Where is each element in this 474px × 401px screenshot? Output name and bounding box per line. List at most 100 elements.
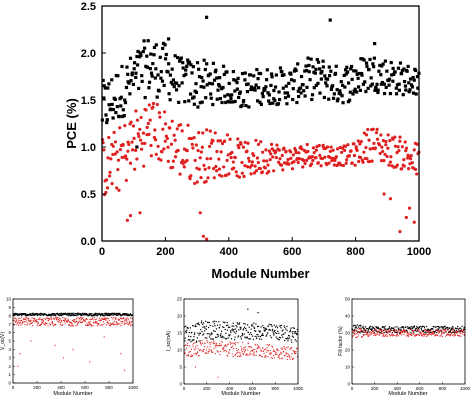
data-point-circle: [427, 330, 429, 332]
data-point-square: [59, 313, 61, 315]
data-point-square: [68, 313, 70, 316]
data-point-circle: [223, 139, 227, 143]
data-point-square: [219, 334, 221, 336]
data-point-square: [362, 327, 364, 329]
data-point-square: [388, 92, 393, 96]
data-point-circle: [290, 356, 292, 358]
data-point-circle: [427, 334, 429, 336]
data-point-circle: [393, 135, 397, 139]
data-point-square: [193, 339, 195, 341]
data-point-square: [112, 314, 114, 316]
data-point-square: [444, 326, 446, 328]
x-tick-label: 400: [393, 386, 401, 391]
data-point-square: [266, 334, 268, 336]
data-point-square: [410, 85, 415, 89]
data-point-circle: [102, 148, 106, 152]
data-point-square: [234, 339, 236, 341]
data-point-circle: [185, 158, 189, 163]
data-point-circle: [230, 150, 234, 155]
data-point-square: [278, 332, 280, 334]
data-point-circle: [443, 331, 445, 333]
data-point-square: [390, 328, 392, 330]
data-point-square: [25, 315, 28, 317]
data-point-circle: [303, 161, 307, 166]
data-point-square: [369, 76, 373, 80]
data-point-square: [81, 314, 83, 317]
data-point-circle: [267, 356, 269, 358]
data-point-square: [154, 67, 158, 71]
data-point-circle: [382, 332, 384, 334]
data-point-square: [367, 331, 369, 333]
data-point-square: [415, 75, 420, 79]
data-point-circle: [381, 330, 383, 332]
data-point-circle: [387, 163, 391, 167]
data-point-square: [143, 95, 147, 100]
data-point-circle: [373, 329, 376, 331]
data-point-circle: [208, 350, 211, 352]
data-point-circle: [138, 127, 142, 131]
data-point-square: [274, 332, 276, 334]
data-point-circle: [404, 149, 408, 153]
data-point-square: [242, 334, 244, 336]
data-point-square: [363, 327, 365, 329]
data-point-square: [203, 67, 207, 72]
data-point-square: [314, 83, 318, 88]
data-point-circle: [214, 164, 218, 169]
data-point-circle: [156, 144, 160, 148]
data-point-square: [243, 71, 247, 75]
data-point-square: [234, 328, 237, 330]
data-point-square: [459, 327, 461, 329]
data-point-square: [90, 313, 93, 315]
data-point-square: [414, 68, 418, 73]
data-point-square: [83, 314, 85, 316]
data-point-square: [307, 70, 311, 74]
data-point-circle: [368, 332, 370, 334]
data-point-square: [409, 83, 414, 87]
data-point-square: [32, 314, 34, 316]
data-point-circle: [224, 173, 228, 177]
data-point-circle: [89, 318, 91, 320]
data-point-circle: [198, 355, 200, 357]
data-point-square: [253, 327, 255, 329]
data-point-square: [239, 326, 241, 328]
data-point-circle: [46, 322, 48, 325]
data-point-circle: [19, 353, 21, 355]
data-point-square: [191, 65, 195, 69]
data-point-circle: [277, 349, 280, 352]
data-point-square: [254, 335, 256, 338]
data-point-square: [294, 332, 296, 334]
data-point-circle: [48, 320, 50, 322]
data-point-circle: [395, 335, 397, 337]
data-point-circle: [239, 142, 243, 146]
data-point-square: [15, 313, 17, 315]
data-point-square: [277, 330, 279, 332]
data-point-circle: [367, 138, 371, 142]
data-point-square: [426, 329, 428, 332]
data-point-square: [230, 338, 233, 340]
data-point-square: [50, 314, 52, 317]
data-point-circle: [414, 335, 416, 337]
data-point-square: [201, 331, 203, 333]
data-point-circle: [49, 324, 52, 326]
data-point-square: [351, 92, 355, 96]
data-point-square: [148, 66, 152, 71]
data-point-square: [452, 331, 455, 333]
data-point-circle: [15, 320, 17, 322]
data-point-square: [52, 313, 54, 315]
data-point-square: [453, 329, 455, 331]
data-point-circle: [80, 319, 82, 321]
data-point-circle: [111, 152, 115, 157]
data-point-square: [204, 337, 206, 339]
data-point-square: [328, 18, 332, 22]
data-point-square: [248, 338, 250, 340]
data-point-square: [211, 61, 215, 65]
data-point-circle: [175, 127, 179, 131]
data-point-square: [115, 314, 117, 316]
data-point-square: [355, 330, 358, 332]
data-point-square: [235, 330, 238, 332]
data-point-square: [356, 324, 358, 326]
data-point-circle: [82, 321, 84, 323]
x-tick-label: 800: [271, 386, 279, 391]
data-point-square: [215, 328, 218, 330]
data-point-circle: [460, 335, 462, 337]
